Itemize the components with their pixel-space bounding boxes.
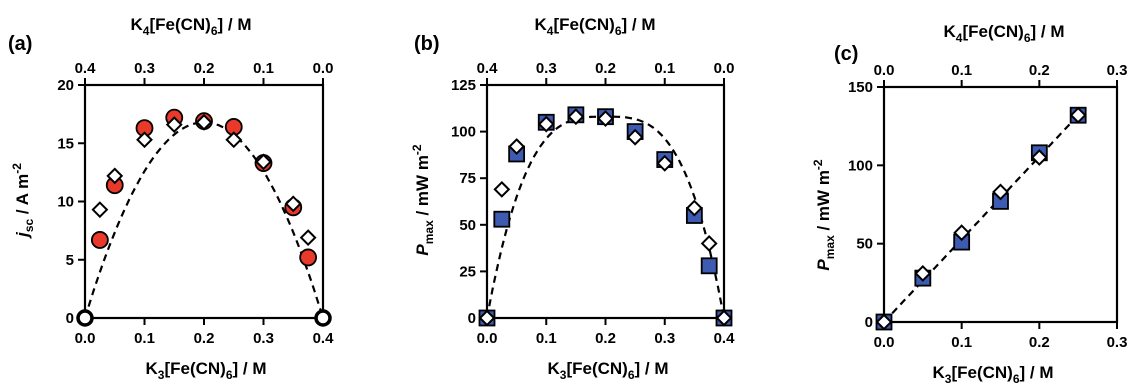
panel-b-diamond-point xyxy=(715,309,733,327)
panel-b-x-tick-label: 0.3 xyxy=(654,330,675,347)
panel-a-diamond-point xyxy=(255,153,272,171)
panel-b-diamond-point xyxy=(493,180,511,198)
panel-a-x-tick-label: 0.4 xyxy=(313,330,335,347)
panel-c-diamond-point xyxy=(1030,149,1048,166)
panel-b-y-tick-label: 25 xyxy=(459,263,476,280)
panel-c-top-axis-title: K4[Fe(CN)6] / M xyxy=(943,22,1064,45)
panel-a-x2-tick-label: 0.3 xyxy=(134,60,155,77)
panel-c-x-tick-label: 0.2 xyxy=(1029,334,1050,351)
panel-b-square-point xyxy=(700,257,718,275)
panel-a-top-axis-title: K4[Fe(CN)6] / M xyxy=(130,15,251,38)
panel-b-diamond-point xyxy=(700,235,718,252)
panel-b-diamond-point xyxy=(567,108,585,126)
panel-c-x-tick-label: 0.1 xyxy=(951,334,972,351)
panel-b-chart: (b) K4[Fe(CN)6] / M K3[Fe(CN)6] / M Pmax… xyxy=(410,15,735,382)
panel-a-x2-tick-label: 0.2 xyxy=(194,60,215,77)
panel-c-diamond-point xyxy=(953,224,971,242)
panel-c-chart: (c) K4[Fe(CN)6] / M K3[Fe(CN)6] / M Pmax… xyxy=(811,22,1127,386)
panel-b-diamond-point xyxy=(685,199,703,217)
panel-b-diamond-point xyxy=(478,309,496,327)
panel-b-label: (b) xyxy=(414,33,440,55)
panel-c-x2-tick-label: 0.2 xyxy=(1029,62,1050,79)
panel-b-diamond-point xyxy=(537,115,555,133)
panel-c-diamond-point xyxy=(914,265,932,282)
panel-a-x-tick-label: 0.3 xyxy=(253,330,274,347)
panel-a-y-tick-label: 5 xyxy=(66,252,74,269)
panel-b-x-tick-label: 0.2 xyxy=(595,330,616,347)
panel-a-y-tick-label: 10 xyxy=(57,194,74,211)
panel-b-y-tick-label: 100 xyxy=(451,124,476,141)
panel-b-diamond-point xyxy=(626,128,644,146)
panel-b-y-tick-label: 75 xyxy=(459,170,476,187)
panel-a-y-tick-label: 15 xyxy=(57,135,74,152)
panel-b-x2-tick-label: 0.4 xyxy=(477,60,499,77)
panel-c-y-tick-label: 0 xyxy=(865,314,873,331)
panel-a-label: (a) xyxy=(8,33,32,55)
panel-b-x-tick-label: 0.0 xyxy=(477,330,498,347)
panel-a-circle-point xyxy=(90,231,109,249)
panel-c-label: (c) xyxy=(834,43,858,65)
panel-a-x2-tick-label: 0.1 xyxy=(253,60,274,77)
panel-a-diamond-point xyxy=(165,116,183,134)
panel-a-circle-point xyxy=(299,248,318,267)
panel-a-x-tick-label: 0.0 xyxy=(75,330,96,347)
panel-b-x-tick-label: 0.1 xyxy=(536,330,557,347)
panel-c-y-tick-label: 100 xyxy=(848,157,873,174)
panel-a-endpoint-marker xyxy=(314,309,332,327)
panel-a-x-axis-title: K3[Fe(CN)6] / M xyxy=(145,359,266,382)
panel-b-x-tick-label: 0.4 xyxy=(714,330,736,347)
panel-a-diamond-point xyxy=(225,131,243,149)
panel-b-top-axis-title: K4[Fe(CN)6] / M xyxy=(534,15,655,38)
panel-a-fit-curve xyxy=(83,121,325,319)
panel-b-x2-tick-label: 0.2 xyxy=(595,60,616,77)
panel-a-diamond-point xyxy=(91,201,109,219)
panel-c-x2-tick-label: 0.0 xyxy=(874,62,895,79)
panel-a-y-tick-label: 0 xyxy=(66,310,74,327)
panel-a-diamond-point xyxy=(284,195,302,213)
panel-c-y-tick-label: 150 xyxy=(848,79,873,96)
panel-b-x2-tick-label: 0.1 xyxy=(654,60,675,77)
panel-b-x-axis-title: K3[Fe(CN)6] / M xyxy=(547,359,668,382)
panel-b-diamond-point xyxy=(597,110,614,127)
panel-b-diamond-point xyxy=(508,138,526,155)
panel-b-diamond-point xyxy=(656,154,674,172)
panel-a-diamond-point xyxy=(136,131,153,149)
panel-b-x2-tick-label: 0.0 xyxy=(714,60,735,77)
panel-b-y-tick-label: 50 xyxy=(459,217,476,234)
panel-c-diamond-point xyxy=(875,313,893,331)
panel-c-y-tick-label: 50 xyxy=(856,236,873,253)
panel-a-diamond-point xyxy=(299,229,317,247)
panel-a-diamond-point xyxy=(195,113,213,131)
panel-b-square-point xyxy=(493,210,511,228)
panel-a-x2-tick-label: 0.4 xyxy=(75,60,97,77)
panel-b-y-axis-title: Pmax / mW m-2 xyxy=(410,144,436,256)
panel-b-y-tick-label: 125 xyxy=(451,77,476,94)
panel-b-x2-tick-label: 0.3 xyxy=(536,60,557,77)
panel-b-y-tick-label: 0 xyxy=(468,310,476,327)
panel-a-x-tick-label: 0.1 xyxy=(134,330,155,347)
panel-c-diamond-point xyxy=(1069,106,1087,124)
panel-c-x2-tick-label: 0.3 xyxy=(1107,62,1128,79)
panel-c-fit-curve xyxy=(883,114,1079,323)
panel-a-y-tick-label: 20 xyxy=(57,77,74,94)
panel-c-x-tick-label: 0.3 xyxy=(1107,334,1128,351)
panel-c-x2-tick-label: 0.1 xyxy=(951,62,972,79)
panel-a-endpoint-marker xyxy=(76,309,94,327)
panel-a-diamond-point xyxy=(106,167,124,185)
panel-a-x-tick-label: 0.2 xyxy=(194,330,215,347)
panel-c-y-axis-title: Pmax / mW m-2 xyxy=(811,159,837,271)
panel-c-diamond-point xyxy=(992,183,1009,201)
panel-c-plot-frame xyxy=(882,85,1119,324)
panel-c-x-tick-label: 0.0 xyxy=(874,334,895,351)
panel-a-chart: (a) K4[Fe(CN)6] / M K3[Fe(CN)6] / M jsc … xyxy=(8,15,334,382)
panel-a-y-axis-title: jsc / A m-2 xyxy=(10,163,36,239)
panel-a-x2-tick-label: 0.0 xyxy=(313,60,334,77)
panel-c-x-axis-title: K3[Fe(CN)6] / M xyxy=(932,363,1053,386)
